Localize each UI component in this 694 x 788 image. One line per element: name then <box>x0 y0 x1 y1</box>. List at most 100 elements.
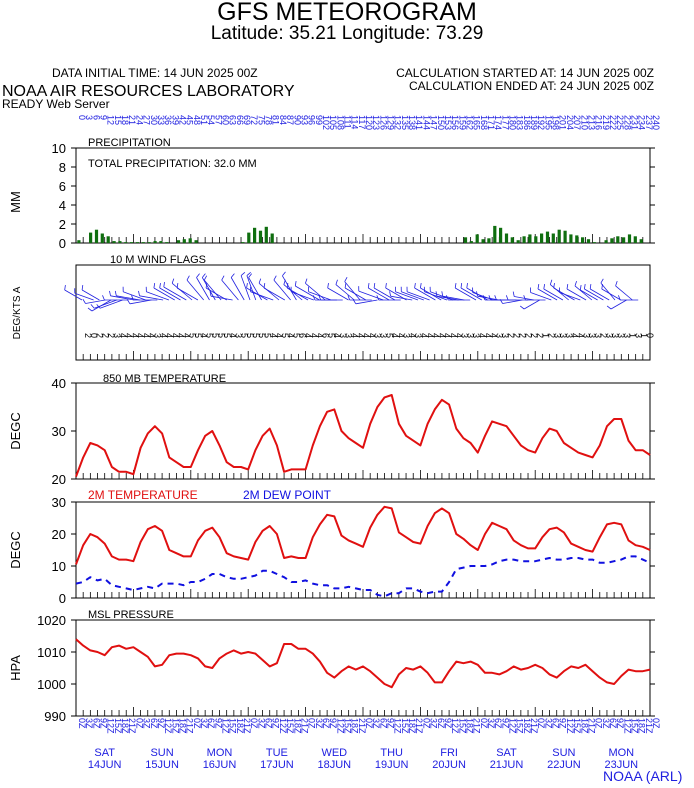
wind-flag <box>601 288 622 301</box>
wind-barb <box>96 304 101 309</box>
precip-bar <box>622 237 626 243</box>
day-name-label: SUN <box>552 747 575 759</box>
wind-flag <box>424 291 448 301</box>
wind-flag <box>477 295 500 301</box>
top-hour-label: 198 <box>551 115 561 130</box>
wind-flag <box>543 288 564 301</box>
wind-barb <box>159 283 161 289</box>
top-hour-label: 72 <box>249 115 259 125</box>
bottom-hour-label: 9Z <box>328 718 338 729</box>
wind-speed-label: 4 <box>332 333 342 338</box>
bottom-hour-label: 3Z <box>314 718 324 729</box>
precip-bar <box>124 242 128 243</box>
bottom-hour-label: 6Z <box>264 718 274 729</box>
bottom-hour-label: 18Z <box>407 718 417 734</box>
day-name-label: THU <box>380 747 403 759</box>
top-hour-label: 219 <box>601 115 611 130</box>
day-name-label: WED <box>321 747 347 759</box>
wind-flag <box>395 291 419 301</box>
wind-flag <box>250 291 274 301</box>
top-hour-label: 12 <box>106 115 116 125</box>
wind-flag <box>600 282 616 301</box>
wind-speed-label: 4 <box>425 333 435 338</box>
top-hour-label: 69 <box>242 115 252 125</box>
pressure-title: MSL PRESSURE <box>88 609 174 621</box>
dewpoint-legend: 2M DEW POINT <box>243 488 332 502</box>
wind-flag <box>196 277 210 301</box>
wind-flag <box>537 288 558 301</box>
wind-speed-label: 1 <box>639 333 649 338</box>
bottom-hour-label: 15Z <box>170 718 180 734</box>
bottom-hour-label: 0Z <box>307 718 317 729</box>
top-hour-label: 57 <box>213 115 223 125</box>
wind-barb <box>601 284 603 290</box>
wind-speed-label: 3 <box>378 333 388 338</box>
wind-barb <box>171 278 175 284</box>
top-hour-label: 201 <box>558 115 568 130</box>
top-hour-label: 150 <box>436 115 446 130</box>
bottom-hour-label: 12Z <box>106 718 116 734</box>
wind-barb <box>441 291 444 297</box>
bottom-hour-label: 15Z <box>285 718 295 734</box>
top-hour-label: 135 <box>400 115 410 130</box>
wind-flag <box>455 287 477 301</box>
wind-barb <box>81 285 84 291</box>
top-hour-label: 48 <box>192 115 202 125</box>
precip-bar <box>639 239 643 243</box>
precip-bar <box>182 239 186 243</box>
wind-barb <box>209 291 212 297</box>
precip-bar <box>188 238 192 244</box>
precip-ytick-label: 2 <box>59 217 66 232</box>
precip-bar <box>522 236 526 243</box>
top-hour-label: 15 <box>113 115 123 125</box>
temp2m-ytick-label: 30 <box>52 495 66 510</box>
wind-speed-label: 3 <box>465 333 475 338</box>
wind-speed-label: 5 <box>263 333 273 338</box>
bottom-hour-label: 21Z <box>529 718 539 734</box>
wind-barb <box>240 271 246 276</box>
wind-speed-label: 3 <box>153 333 163 338</box>
temp850-ytick-label: 40 <box>52 376 66 391</box>
precip-bar <box>633 236 637 243</box>
wind-speed-label: 3 <box>402 333 412 338</box>
wind-speed-label: 2 <box>523 333 533 338</box>
bottom-hour-label: 3Z <box>429 718 439 729</box>
bottom-hour-label: 12Z <box>565 718 575 734</box>
precip-bar <box>487 238 491 244</box>
precip-bar <box>270 233 274 243</box>
wind-flag <box>530 292 552 301</box>
wind-flag <box>64 289 83 301</box>
wind-speed-label: 3 <box>234 333 244 338</box>
top-hour-label: 3 <box>84 115 94 120</box>
bottom-hour-label: 12Z <box>221 718 231 734</box>
wind-speed-label: 4 <box>228 333 238 338</box>
wind-flag <box>580 289 598 301</box>
bottom-hour-label: 12Z <box>508 718 518 734</box>
wind-barb <box>221 275 225 281</box>
top-hour-label: 66 <box>235 115 245 125</box>
top-hour-label: 189 <box>529 115 539 130</box>
wind-flag <box>566 288 587 301</box>
wind-barb <box>537 284 540 290</box>
precip-bar <box>112 241 116 243</box>
day-name-label: TUE <box>266 747 288 759</box>
top-hour-label: 75 <box>256 115 266 125</box>
wind-speed-label: 4 <box>454 333 464 338</box>
wind-flag <box>335 284 355 301</box>
wind-speed-label: 5 <box>210 333 220 338</box>
wind-barb <box>82 298 86 304</box>
bottom-hour-label: 21Z <box>644 718 654 734</box>
wind-barb <box>376 295 380 301</box>
wind-barb <box>476 291 478 297</box>
precip-bar <box>94 229 99 243</box>
wind-barb <box>579 285 582 291</box>
wind-speed-label: 3 <box>622 333 632 338</box>
day-date-label: 23JUN <box>604 759 638 771</box>
day-name-label: MON <box>608 747 634 759</box>
precip-total: TOTAL PRECIPITATION: 32.0 MM <box>88 158 257 170</box>
wind-flag <box>615 285 633 301</box>
wind-speed-label: 4 <box>309 333 319 338</box>
bottom-hour-label: 3Z <box>142 718 152 729</box>
wind-speed-label: 1 <box>541 333 551 338</box>
precip-bar <box>575 235 579 243</box>
